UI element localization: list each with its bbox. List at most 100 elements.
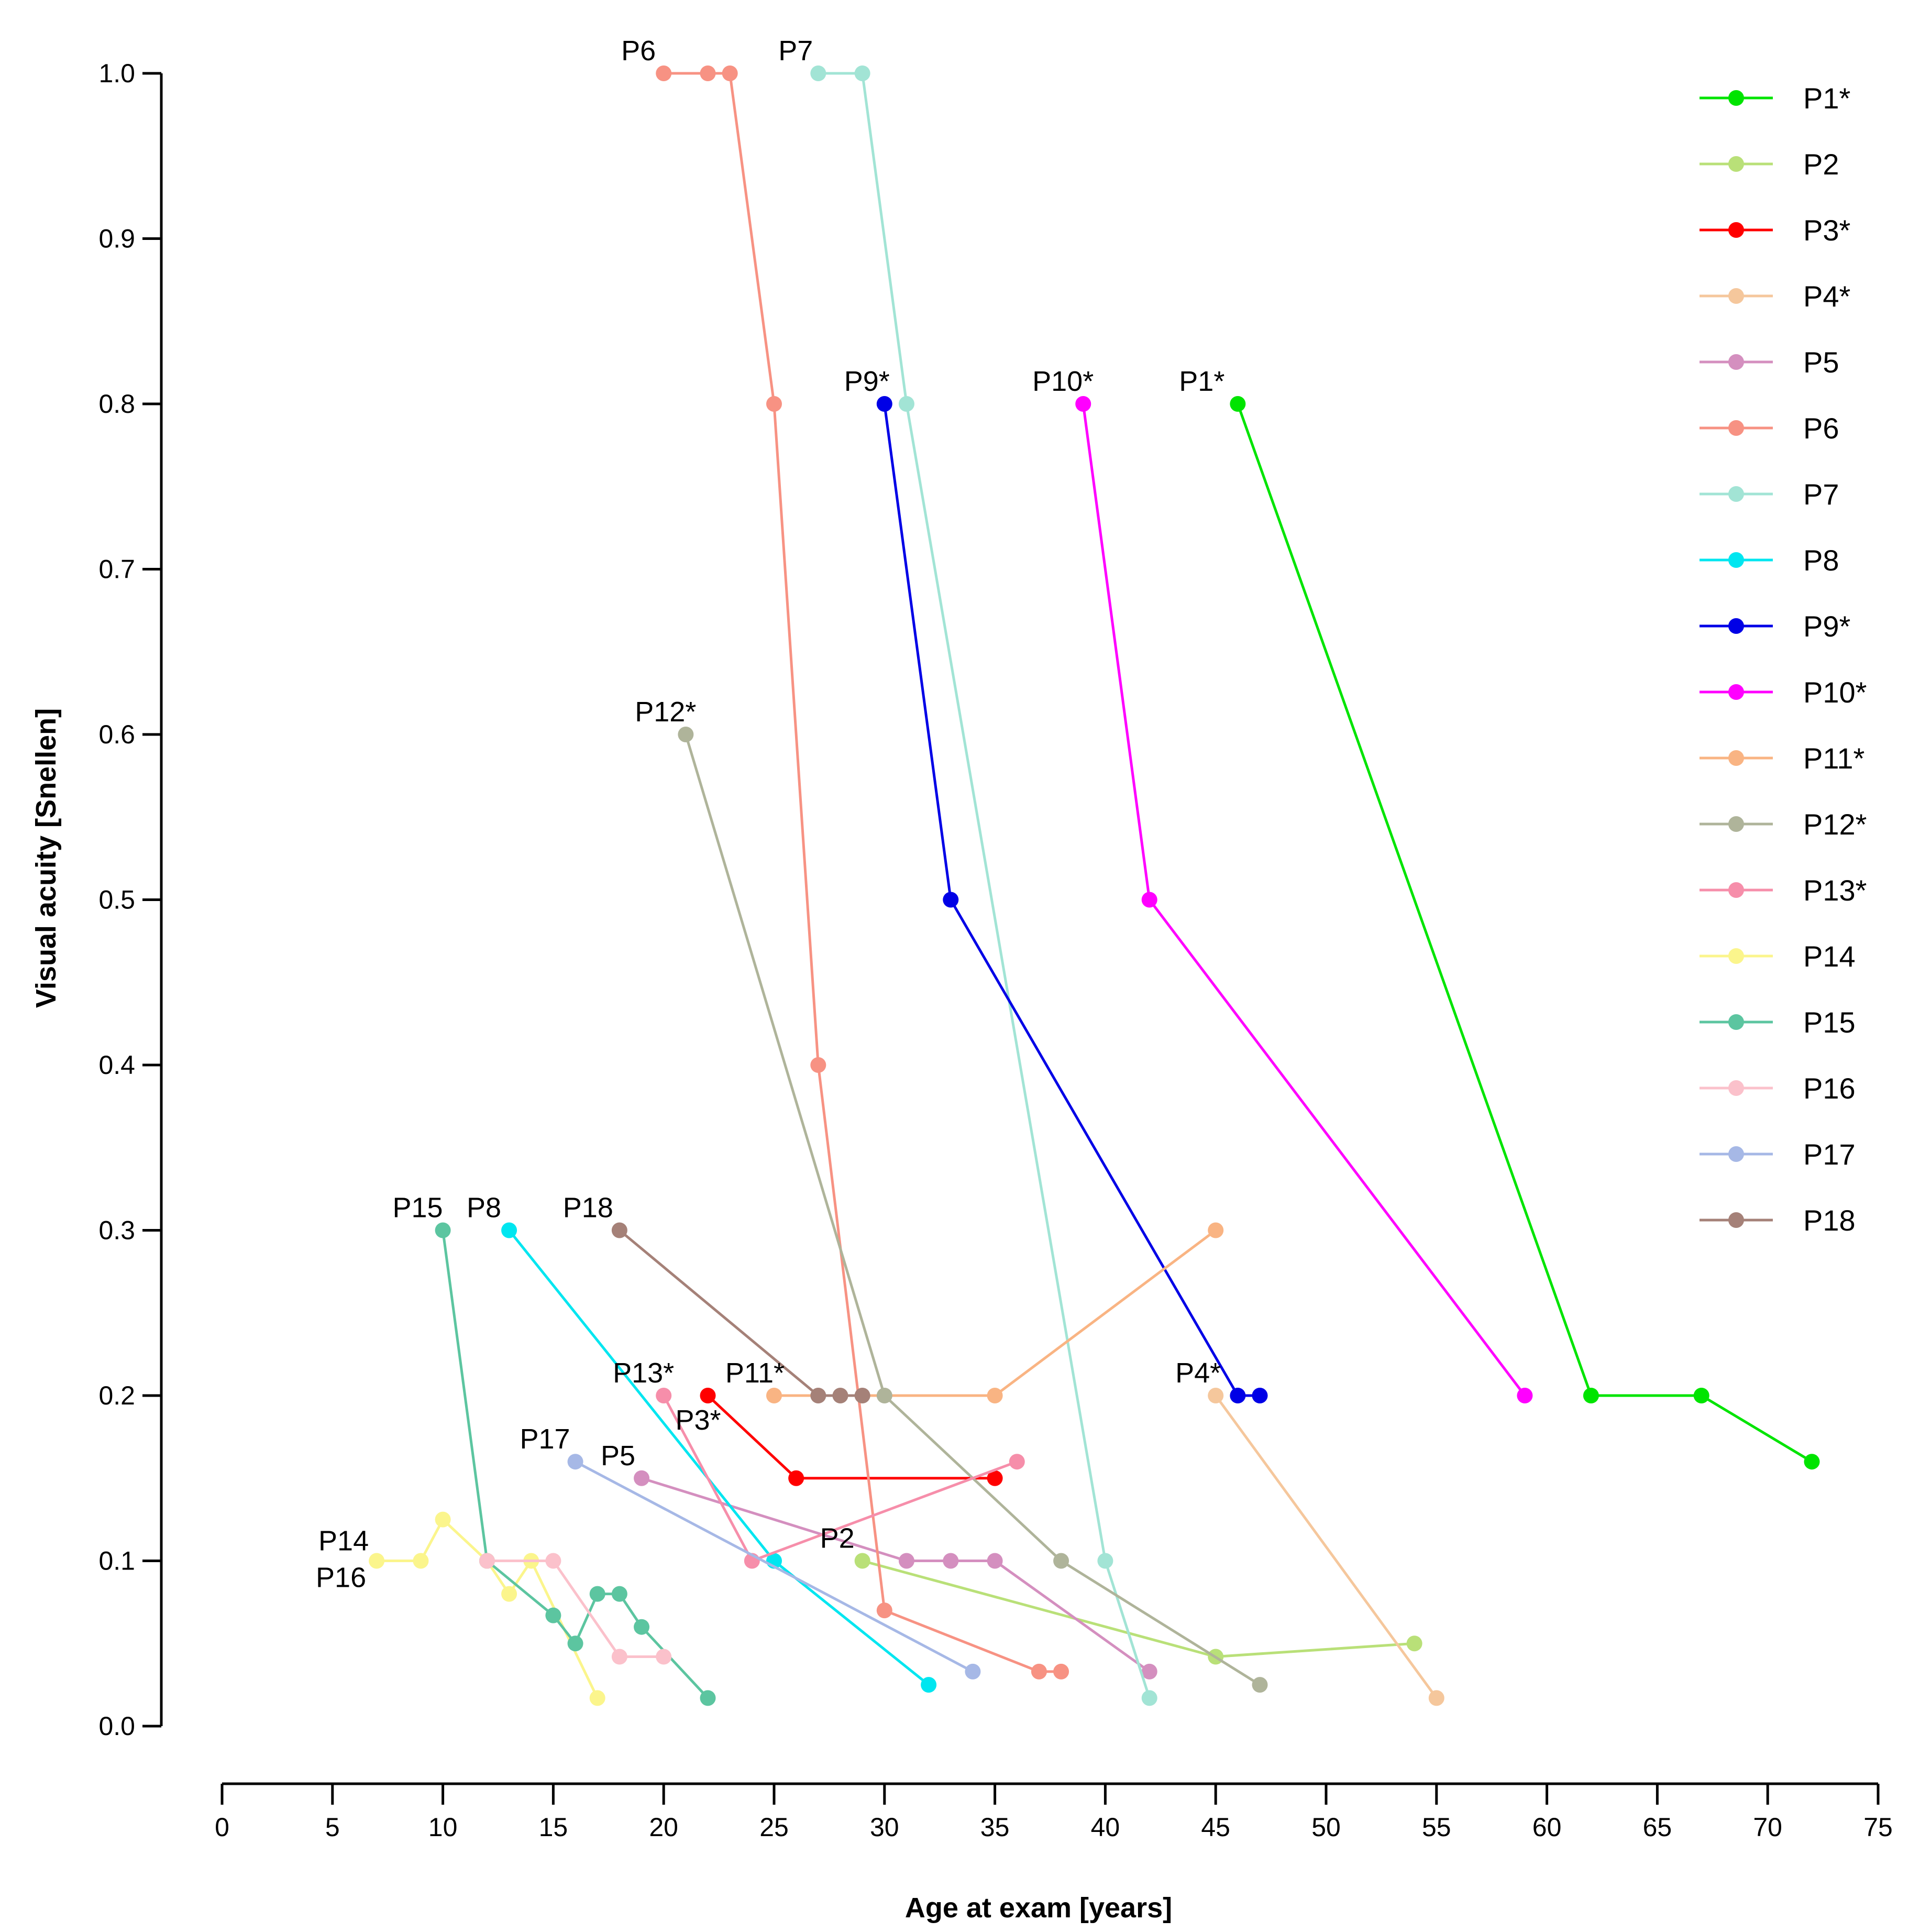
data-point bbox=[987, 1553, 1003, 1569]
legend-label: P18 bbox=[1803, 1204, 1856, 1237]
x-tick-label: 15 bbox=[539, 1813, 568, 1842]
x-tick-label: 35 bbox=[980, 1813, 1010, 1842]
y-ticks: 0.0 0.1 0.2 0.3 0.4 0.5 0.6 0.7 0.8 0.9 1.0 bbox=[98, 59, 161, 1741]
data-point bbox=[567, 1454, 583, 1470]
series-p1-star bbox=[1230, 396, 1820, 1470]
x-tick-label: 40 bbox=[1091, 1813, 1120, 1842]
series-p6 bbox=[656, 65, 1069, 1679]
data-point bbox=[1517, 1388, 1533, 1403]
legend-label: P9* bbox=[1803, 610, 1850, 643]
legend-entry: P8 bbox=[1700, 544, 1839, 577]
legend-label: P16 bbox=[1803, 1072, 1856, 1105]
series-label: P2 bbox=[820, 1523, 855, 1554]
data-point bbox=[1141, 1690, 1157, 1706]
series-label: P6 bbox=[621, 35, 656, 67]
legend-entry: P6 bbox=[1700, 412, 1839, 445]
x-tick-label: 70 bbox=[1753, 1813, 1782, 1842]
y-tick-label: 0.9 bbox=[98, 224, 135, 254]
series-label: P8 bbox=[467, 1192, 501, 1224]
x-tick-label: 0 bbox=[215, 1813, 229, 1842]
data-point bbox=[876, 1602, 892, 1619]
series-label: P5 bbox=[601, 1440, 635, 1472]
data-point bbox=[611, 1649, 627, 1665]
series-p4-star bbox=[1208, 1388, 1444, 1706]
series-label: P17 bbox=[520, 1423, 570, 1455]
legend-swatch-marker bbox=[1728, 222, 1744, 238]
y-tick-label: 0.1 bbox=[98, 1546, 135, 1576]
data-point bbox=[656, 1649, 672, 1665]
data-point bbox=[1009, 1454, 1025, 1470]
x-tick-label: 10 bbox=[428, 1813, 458, 1842]
legend-swatch-marker bbox=[1728, 1014, 1744, 1030]
legend-swatch-marker bbox=[1728, 90, 1744, 106]
data-point bbox=[832, 1388, 848, 1403]
legend-entry: P12* bbox=[1700, 808, 1867, 841]
point-label-layer: P1* P2 P3* P4* P5 P6 P7 P8 P9* P10* P11* P12* P13* P1… bbox=[316, 35, 1224, 1594]
data-point bbox=[1208, 1222, 1224, 1238]
data-point bbox=[1053, 1553, 1069, 1569]
series-label: P1* bbox=[1179, 366, 1224, 397]
data-point bbox=[611, 1586, 627, 1602]
legend-label: P4* bbox=[1803, 280, 1850, 313]
data-point bbox=[656, 1388, 672, 1403]
x-axis-title: Age at exam [years] bbox=[905, 1892, 1172, 1924]
legend-entry: P7 bbox=[1700, 478, 1839, 511]
x-axis: 0 5 10 15 20 25 30 35 40 45 50 55 60 65 70 75 Age at ex… bbox=[215, 1782, 1893, 1924]
y-tick-label: 0.6 bbox=[98, 720, 135, 749]
data-point bbox=[766, 1388, 782, 1403]
data-point bbox=[788, 1470, 804, 1486]
data-point bbox=[965, 1663, 981, 1679]
data-point bbox=[700, 1388, 716, 1403]
data-point bbox=[1208, 1388, 1224, 1403]
x-tick-label: 5 bbox=[325, 1813, 340, 1842]
series-line bbox=[575, 1460, 974, 1673]
series-line bbox=[664, 72, 1062, 1673]
series-line bbox=[818, 72, 1151, 1699]
legend-label: P11* bbox=[1803, 742, 1864, 775]
legend-entry: P14 bbox=[1700, 940, 1856, 973]
y-tick-label: 0.2 bbox=[98, 1381, 135, 1410]
data-point bbox=[943, 1553, 959, 1569]
data-point bbox=[921, 1677, 937, 1693]
x-tick-label: 50 bbox=[1311, 1813, 1341, 1842]
y-tick-label: 1.0 bbox=[98, 59, 135, 88]
data-point bbox=[898, 396, 914, 412]
legend-entry: P15 bbox=[1700, 1006, 1856, 1039]
y-tick-label: 0.8 bbox=[98, 389, 135, 419]
x-tick-label: 30 bbox=[870, 1813, 899, 1842]
data-point bbox=[1804, 1454, 1820, 1470]
legend-entry: P18 bbox=[1700, 1204, 1856, 1237]
series-p12-star bbox=[678, 727, 1268, 1693]
legend-label: P6 bbox=[1803, 412, 1839, 445]
y-tick-label: 0.0 bbox=[98, 1711, 135, 1741]
series-p14 bbox=[369, 1511, 605, 1706]
data-point bbox=[854, 1553, 870, 1569]
legend-entry: P13* bbox=[1700, 874, 1867, 907]
legend-swatch-marker bbox=[1728, 882, 1744, 898]
legend-swatch-marker bbox=[1728, 420, 1744, 436]
data-point bbox=[854, 1388, 870, 1403]
data-point bbox=[369, 1553, 385, 1569]
legend-label: P15 bbox=[1803, 1006, 1856, 1039]
data-point bbox=[722, 65, 738, 81]
series-p11-star bbox=[766, 1222, 1224, 1403]
series-p18 bbox=[611, 1222, 870, 1403]
legend-entry: P2 bbox=[1700, 148, 1839, 181]
legend-label: P14 bbox=[1803, 940, 1856, 973]
data-point bbox=[898, 1553, 914, 1569]
legend-swatch-marker bbox=[1728, 684, 1744, 700]
series-label: P13* bbox=[613, 1357, 674, 1389]
series-line bbox=[619, 1229, 863, 1397]
y-axis-title: Visual acuity [Snellen] bbox=[30, 708, 62, 1008]
series-line bbox=[1237, 403, 1813, 1463]
legend-entry: P5 bbox=[1700, 346, 1839, 379]
series-label: P10* bbox=[1032, 366, 1094, 397]
data-point bbox=[854, 65, 870, 81]
x-ticks: 0 5 10 15 20 25 30 35 40 45 50 55 60 65 70 75 bbox=[215, 1784, 1893, 1842]
data-point bbox=[1230, 396, 1246, 412]
series-line bbox=[684, 734, 1261, 1686]
data-point bbox=[700, 1690, 716, 1706]
legend-entry: P9* bbox=[1700, 610, 1850, 643]
data-point bbox=[876, 396, 892, 412]
